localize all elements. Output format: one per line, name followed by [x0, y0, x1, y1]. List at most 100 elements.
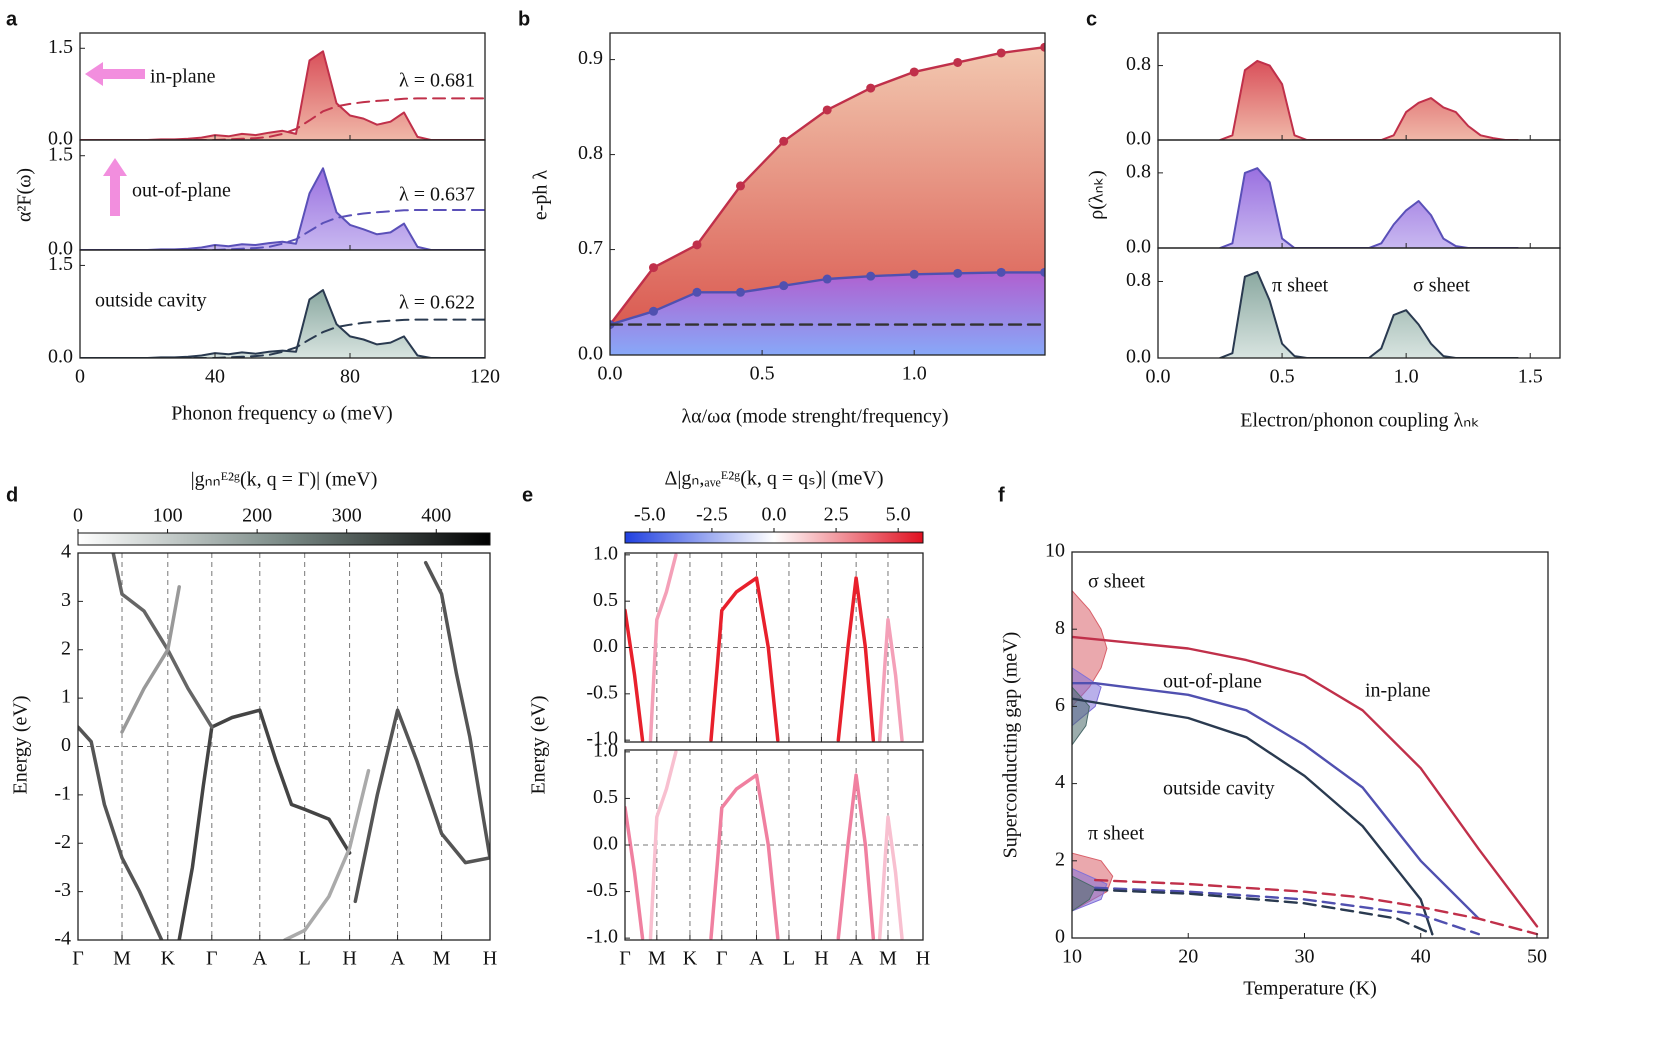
- data-point: [953, 57, 963, 67]
- y-tick-label: 0.0: [1126, 346, 1151, 368]
- band: [78, 725, 164, 940]
- y-tick-label: -1.0: [586, 728, 618, 750]
- y-axis-label: Energy (eV): [528, 695, 550, 794]
- data-point: [779, 281, 789, 291]
- x-tick-label: 1.0: [902, 363, 927, 385]
- plot-area: [1219, 59, 1519, 140]
- x-tick-label: 20: [1178, 946, 1198, 968]
- colorbar-tick-label: 200: [242, 505, 272, 527]
- x-tick-label: A: [849, 948, 864, 970]
- data-point: [1040, 267, 1045, 277]
- x-tick-label: L: [299, 948, 311, 970]
- plot-frame: [1157, 32, 1561, 141]
- x-axis-label: Temperature (K): [1243, 978, 1377, 1000]
- annotation: in-plane: [150, 66, 216, 88]
- y-tick-label: 4: [1055, 771, 1065, 793]
- data-point: [822, 105, 832, 115]
- x-tick-label: 30: [1294, 946, 1314, 968]
- x-tick-label: K: [683, 948, 698, 970]
- band: [709, 576, 780, 742]
- data-line: [1094, 886, 1480, 936]
- annotation: outside cavity: [1163, 778, 1275, 800]
- spectrum-line: [1219, 59, 1519, 140]
- y-tick-label: -4: [54, 928, 71, 950]
- x-tick-label: Γ: [619, 948, 631, 970]
- band: [648, 750, 678, 940]
- panel-label: e: [522, 484, 533, 506]
- y-tick-label: 0.8: [578, 142, 603, 164]
- colorbar-tick-label: 2.5: [824, 504, 849, 526]
- colorbar-tick-label: 300: [332, 505, 362, 527]
- spectrum-line: [80, 209, 485, 250]
- area-fill: [1220, 60, 1518, 140]
- y-tick-label: -1.0: [586, 926, 618, 948]
- y-tick-label: -1: [54, 782, 71, 804]
- colorbar-tick-label: 400: [421, 505, 451, 527]
- annotation: λ = 0.637: [399, 184, 475, 206]
- x-tick-label: 40: [205, 366, 225, 388]
- annotation: π sheet: [1272, 275, 1329, 297]
- annotation: π sheet: [1088, 823, 1145, 845]
- y-tick-label: 10: [1045, 540, 1065, 562]
- x-tick-label: 50: [1527, 946, 1547, 968]
- y-tick-label: 0.5: [593, 589, 618, 611]
- area-fill: [80, 51, 485, 140]
- panel-label: d: [6, 484, 18, 506]
- x-tick-label: 40: [1411, 946, 1431, 968]
- y-axis-label: Superconducting gap (meV): [1000, 632, 1022, 859]
- y-tick-label: 0.8: [1126, 269, 1151, 291]
- y-tick-label: -0.5: [586, 879, 618, 901]
- y-axis-label: Energy (eV): [10, 695, 32, 794]
- y-tick-label: 0.0: [1126, 128, 1151, 150]
- band: [111, 553, 214, 729]
- plot-area: [80, 289, 485, 358]
- data-point: [866, 271, 876, 281]
- y-tick-label: 1: [61, 686, 71, 708]
- y-tick-label: 6: [1055, 694, 1065, 716]
- y-tick-label: 0.0: [593, 635, 618, 657]
- x-tick-label: L: [783, 948, 795, 970]
- x-tick-label: K: [161, 948, 176, 970]
- data-line: [1072, 697, 1434, 936]
- area-fill: [1220, 271, 1518, 358]
- x-tick-label: 0.0: [598, 363, 623, 385]
- plot-frame: [1157, 247, 1561, 359]
- data-line: [1094, 888, 1434, 936]
- y-tick-label: -2: [54, 831, 71, 853]
- data-point: [909, 269, 919, 279]
- data-line: [1094, 878, 1539, 936]
- annotation: out-of-plane: [132, 180, 231, 202]
- band: [353, 708, 490, 904]
- band: [283, 768, 371, 940]
- spectrum-line: [1219, 167, 1519, 248]
- band: [877, 617, 904, 742]
- plot-area: [78, 553, 490, 940]
- x-tick-label: 10: [1062, 946, 1082, 968]
- y-axis-label: ρ(λₙₖ): [1086, 170, 1108, 219]
- y-tick-label: 0.5: [593, 786, 618, 808]
- data-point: [692, 287, 702, 297]
- band: [648, 553, 678, 742]
- data-point: [822, 274, 832, 284]
- plot-area: [625, 553, 923, 742]
- y-tick-label: -0.5: [586, 681, 618, 703]
- data-point: [736, 181, 745, 191]
- spectrum-line: [80, 97, 485, 140]
- annotation: σ sheet: [1088, 571, 1145, 593]
- plot-frame: [1071, 551, 1549, 939]
- annotation: λ = 0.622: [399, 292, 475, 314]
- spectrum-line: [80, 167, 485, 250]
- y-tick-label: 0.0: [593, 833, 618, 855]
- x-tick-label: H: [916, 948, 930, 970]
- y-tick-label: 3: [61, 589, 71, 611]
- data-point: [1040, 42, 1045, 52]
- annotation: out-of-plane: [1163, 671, 1262, 693]
- plot-area: [625, 750, 923, 940]
- plot-frame: [1157, 139, 1561, 249]
- spectrum-line: [80, 289, 485, 358]
- plot-frame: [77, 552, 491, 941]
- annotation: in-plane: [1365, 680, 1431, 702]
- x-tick-label: M: [648, 948, 666, 970]
- colorbar: [624, 531, 924, 544]
- plot-area: [610, 42, 1045, 355]
